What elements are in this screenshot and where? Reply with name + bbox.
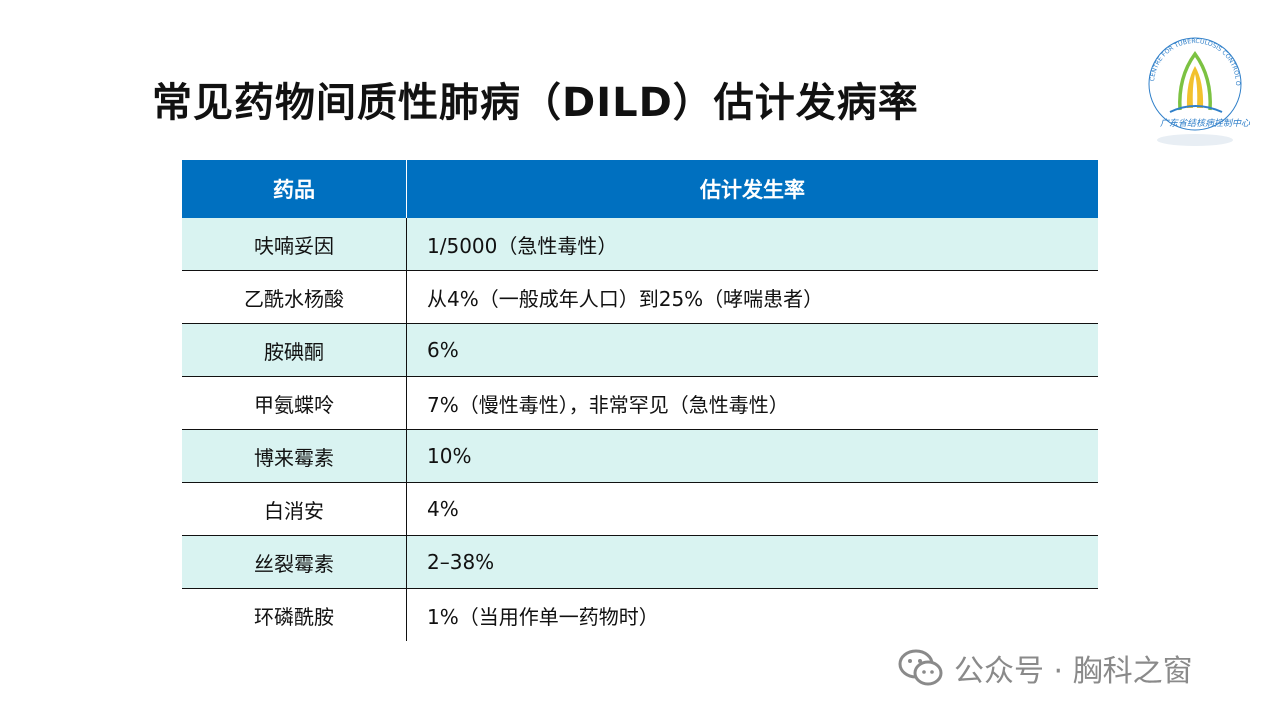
table-row: 呋喃妥因 1/5000（急性毒性） — [182, 218, 1098, 271]
tb-center-logo: CENTRE FOR TUBERCULOSIS CONTROL OF GUANG… — [1140, 22, 1250, 146]
table-row: 环磷酰胺 1%（当用作单一药物时） — [182, 588, 1098, 641]
wechat-icon — [898, 649, 943, 686]
table-row: 甲氨蝶呤 7%（慢性毒性），非常罕见（急性毒性） — [182, 376, 1098, 430]
drug-cell: 博来霉素 — [182, 429, 407, 483]
drug-cell: 胺碘酮 — [182, 323, 407, 377]
drug-cell: 白消安 — [182, 482, 407, 536]
slide-title: 常见药物间质性肺病（DILD）估计发病率 — [152, 80, 919, 126]
watermark: 公众号 · 胸科之窗 — [898, 646, 1193, 690]
header-drug: 药品 — [182, 160, 407, 218]
drug-cell: 乙酰水杨酸 — [182, 270, 407, 324]
rate-cell: 4% — [406, 482, 1098, 536]
rate-cell: 2–38% — [406, 535, 1098, 589]
logo-arc-text: CENTRE FOR TUBERCULOSIS CONTROL OF GUANG… — [1140, 22, 1241, 86]
header-rate: 估计发生率 — [406, 160, 1098, 218]
drug-cell: 甲氨蝶呤 — [182, 376, 407, 430]
table-row: 博来霉素 10% — [182, 429, 1098, 483]
table-row: 白消安 4% — [182, 482, 1098, 536]
dild-incidence-table: 药品 估计发生率 呋喃妥因 1/5000（急性毒性） 乙酰水杨酸 从4%（一般成… — [182, 160, 1098, 641]
table-row: 乙酰水杨酸 从4%（一般成年人口）到25%（哮喘患者） — [182, 270, 1098, 324]
table-row: 丝裂霉素 2–38% — [182, 535, 1098, 589]
rate-cell: 7%（慢性毒性），非常罕见（急性毒性） — [406, 376, 1098, 430]
drug-cell: 呋喃妥因 — [182, 218, 407, 271]
drug-cell: 环磷酰胺 — [182, 588, 407, 641]
table-header-row: 药品 估计发生率 — [182, 160, 1098, 218]
drug-cell: 丝裂霉素 — [182, 535, 407, 589]
table-row: 胺碘酮 6% — [182, 323, 1098, 377]
rate-cell: 10% — [406, 429, 1098, 483]
logo-script-text: 广东省结核病控制中心 — [1160, 118, 1250, 129]
rate-cell: 1%（当用作单一药物时） — [406, 588, 1098, 641]
watermark-text: 公众号 · 胸科之窗 — [954, 654, 1193, 689]
rate-cell: 6% — [406, 323, 1098, 377]
rate-cell: 从4%（一般成年人口）到25%（哮喘患者） — [406, 270, 1098, 324]
rate-cell: 1/5000（急性毒性） — [406, 218, 1098, 271]
